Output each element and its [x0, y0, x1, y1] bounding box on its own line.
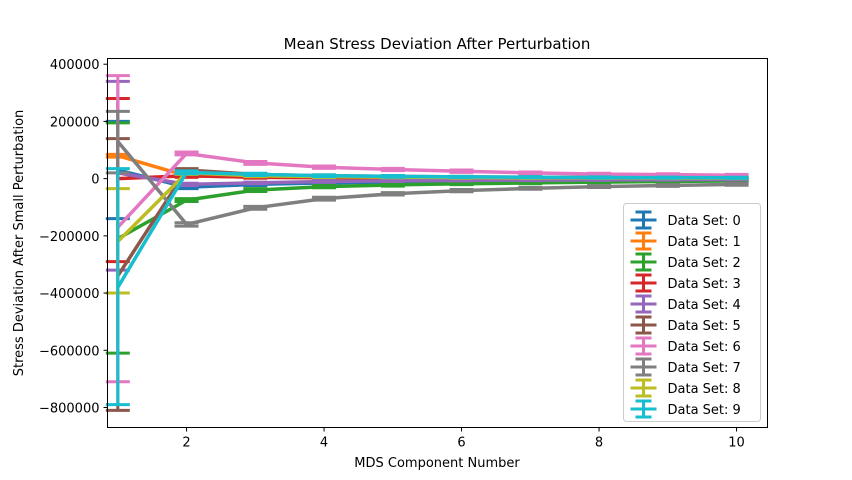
- chart-title: Mean Stress Deviation After Perturbation: [284, 35, 591, 53]
- legend-label: Data Set: 0: [668, 214, 741, 229]
- legend-entry: Data Set: 9: [630, 399, 741, 419]
- x-axis: 2 4 6 8 10: [182, 427, 745, 451]
- plot-frame: [107, 58, 768, 428]
- legend-entry: Data Set: 4: [630, 294, 741, 314]
- y-tick-label: −600000: [39, 344, 100, 359]
- legend-label: Data Set: 4: [668, 298, 741, 313]
- legend-entry: Data Set: 1: [630, 231, 741, 251]
- x-tick-label: 6: [457, 436, 465, 451]
- series-line: [116, 170, 737, 289]
- x-tick-label: 2: [182, 436, 190, 451]
- x-axis-title: MDS Component Number: [354, 456, 520, 471]
- y-tick-label: −400000: [39, 287, 100, 302]
- legend-entry: Data Set: 6: [630, 336, 741, 356]
- legend-label: Data Set: 3: [668, 277, 741, 292]
- legend-entry: Data Set: 2: [630, 252, 741, 272]
- legend-entry: Data Set: 0: [630, 210, 741, 230]
- legend: Data Set: 0 Data Set: 1 Data Set: 2 Data Se…: [623, 203, 761, 422]
- legend-box: [623, 203, 761, 422]
- series-line: [116, 151, 737, 229]
- y-tick-label: 0: [91, 173, 99, 188]
- legend-entry: Data Set: 5: [630, 315, 741, 335]
- x-tick-label: 8: [595, 436, 603, 451]
- y-tick-label: −800000: [39, 401, 100, 416]
- legend-entry: Data Set: 8: [630, 378, 741, 398]
- y-axis-title: Stress Deviation After Small Perturbatio…: [12, 110, 27, 377]
- series-7: [105, 109, 749, 228]
- legend-label: Data Set: 8: [668, 382, 741, 397]
- legend-label: Data Set: 5: [668, 319, 741, 334]
- legend-label: Data Set: 7: [668, 361, 741, 376]
- plot-area: [105, 74, 749, 412]
- y-tick-label: 200000: [50, 115, 100, 130]
- legend-entry: Data Set: 3: [630, 273, 741, 293]
- x-tick-label: 4: [320, 436, 328, 451]
- x-tick-label: 10: [728, 436, 745, 451]
- legend-entry: Data Set: 7: [630, 357, 741, 377]
- series-line: [116, 179, 737, 241]
- legend-label: Data Set: 6: [668, 340, 741, 355]
- y-tick-label: −200000: [39, 230, 100, 245]
- legend-label: Data Set: 9: [668, 403, 741, 418]
- y-tick-label: 400000: [50, 58, 100, 73]
- series-line: [116, 140, 737, 227]
- legend-label: Data Set: 2: [668, 256, 741, 271]
- y-axis: −800000 −600000 −400000 −200000 0 200000 40000…: [39, 58, 108, 416]
- series-9: [105, 167, 749, 407]
- legend-label: Data Set: 1: [668, 235, 741, 250]
